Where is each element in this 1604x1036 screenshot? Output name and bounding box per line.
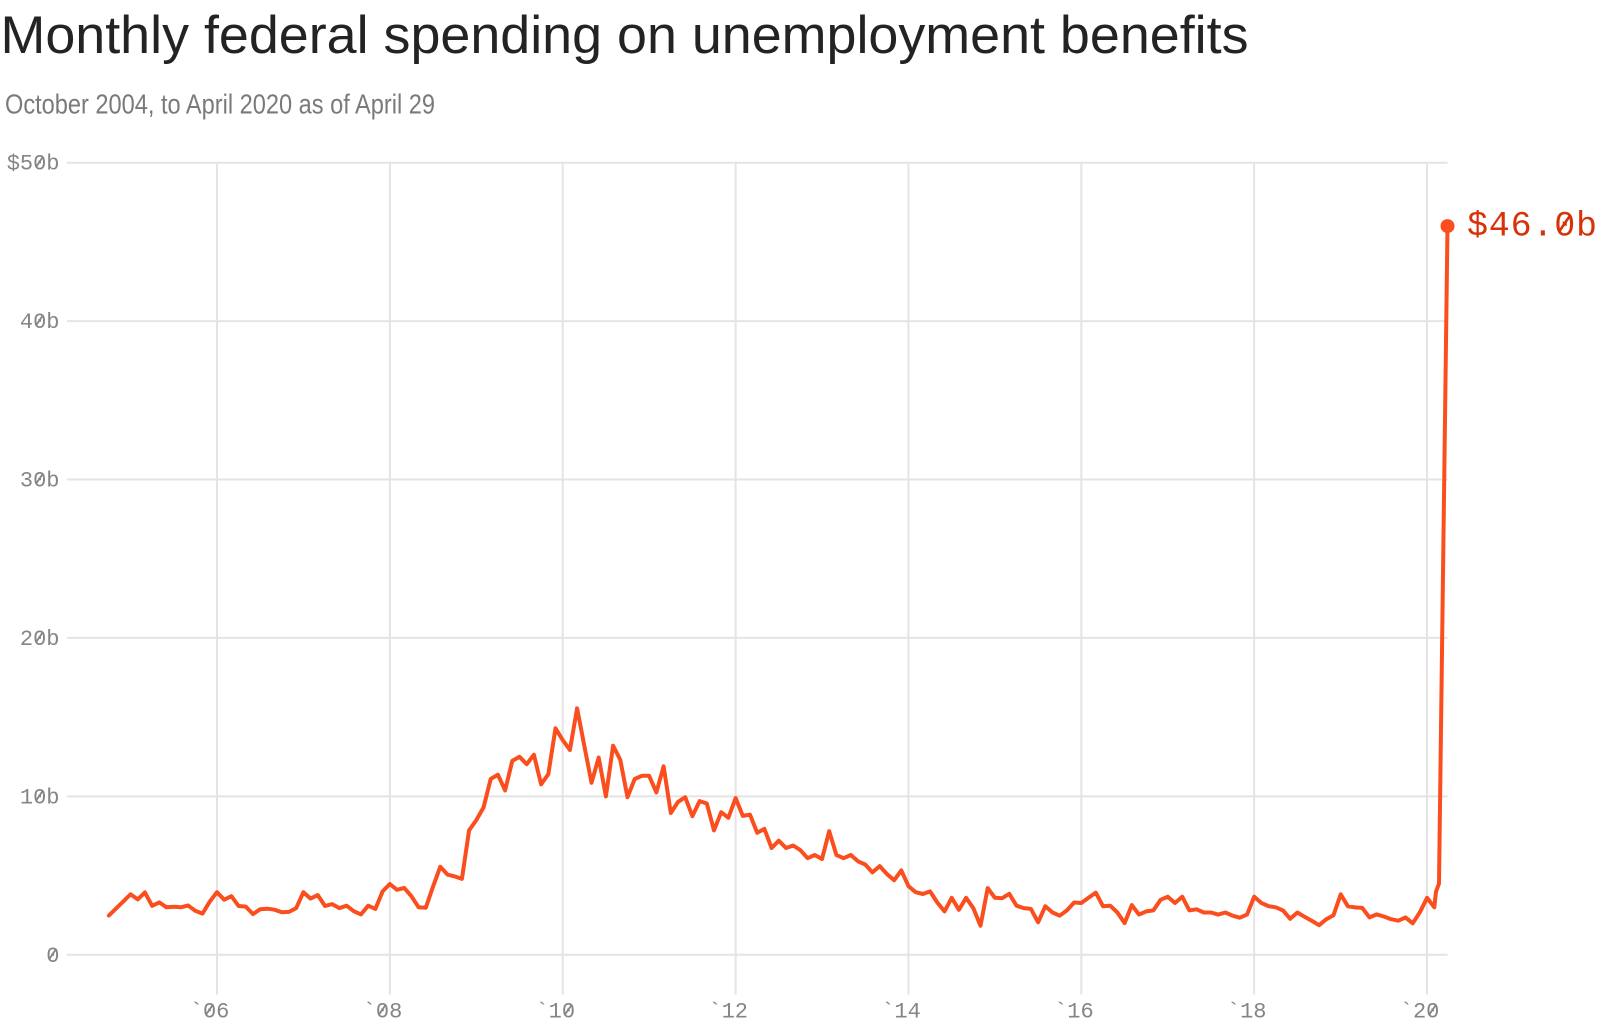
svg-text:30b: 30b: [20, 469, 60, 494]
svg-text:`06: `06: [190, 1000, 230, 1025]
svg-text:40b: 40b: [20, 310, 60, 335]
svg-text:`12: `12: [708, 1000, 748, 1025]
svg-text:Monthly federal spending on un: Monthly federal spending on unemployment…: [1, 6, 1249, 65]
svg-text:`14: `14: [881, 1000, 921, 1025]
svg-text:`08: `08: [363, 1000, 403, 1025]
svg-text:`16: `16: [1054, 1000, 1094, 1025]
svg-text:20b: 20b: [20, 627, 60, 652]
svg-text:$50b: $50b: [7, 152, 60, 177]
svg-text:`20: `20: [1400, 1000, 1440, 1025]
svg-text:October 2004, to April 2020 as: October 2004, to April 2020 as of April …: [5, 89, 435, 120]
svg-text:$46.0b: $46.0b: [1467, 207, 1598, 247]
svg-text:0: 0: [46, 944, 59, 969]
svg-text:`18: `18: [1227, 1000, 1267, 1025]
svg-text:`10: `10: [535, 1000, 575, 1025]
svg-text:10b: 10b: [20, 785, 60, 810]
